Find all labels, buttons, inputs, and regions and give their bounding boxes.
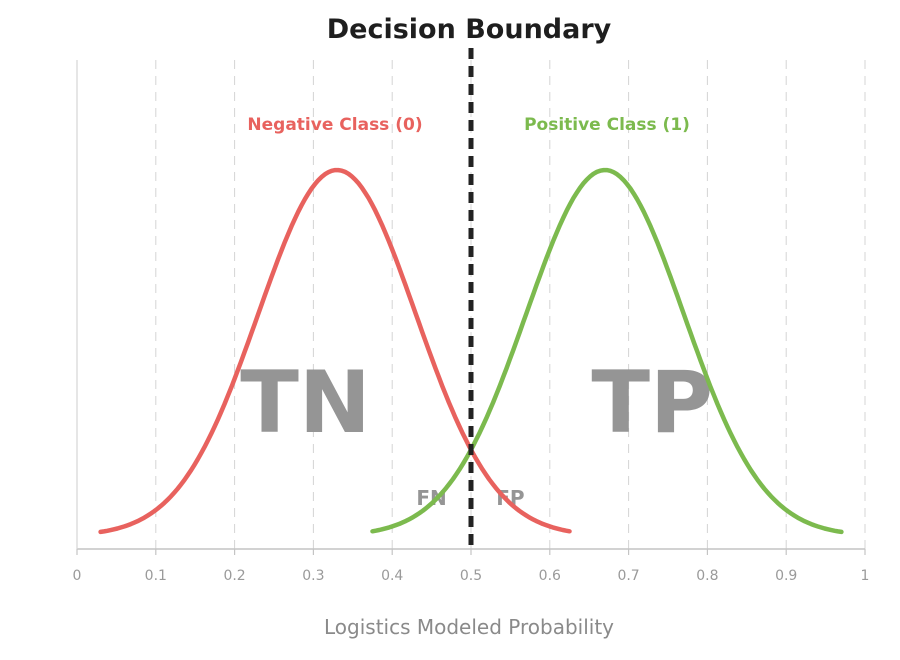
x-ticks: 0 0.1 0.2 0.3 0.4 0.5 0.6 0.7 0.8 0.9 1 xyxy=(73,549,870,584)
x-tick-label: 0 xyxy=(73,568,82,584)
series xyxy=(98,167,844,535)
curve-negative-class xyxy=(98,167,572,535)
series-label-negative: Negative Class (0) xyxy=(247,115,422,135)
x-tick-label: 0.9 xyxy=(775,568,797,584)
region-label-tp: TP xyxy=(591,353,713,453)
curve-positive-class xyxy=(370,167,844,535)
x-tick-label: 0.5 xyxy=(460,568,482,584)
x-tick-label: 0.7 xyxy=(617,568,639,584)
x-tick-label: 0.2 xyxy=(223,568,245,584)
x-tick-label: 0.4 xyxy=(381,568,403,584)
x-tick-label: 0.8 xyxy=(696,568,718,584)
region-label-tn: TN xyxy=(240,353,371,453)
x-tick-label: 0.1 xyxy=(145,568,167,584)
series-label-positive: Positive Class (1) xyxy=(524,115,690,135)
x-axis-title: Logistics Modeled Probability xyxy=(324,615,614,639)
chart-title: Decision Boundary xyxy=(327,14,612,45)
x-tick-label: 1 xyxy=(861,568,870,584)
x-tick-label: 0.6 xyxy=(539,568,561,584)
x-tick-label: 0.3 xyxy=(302,568,324,584)
